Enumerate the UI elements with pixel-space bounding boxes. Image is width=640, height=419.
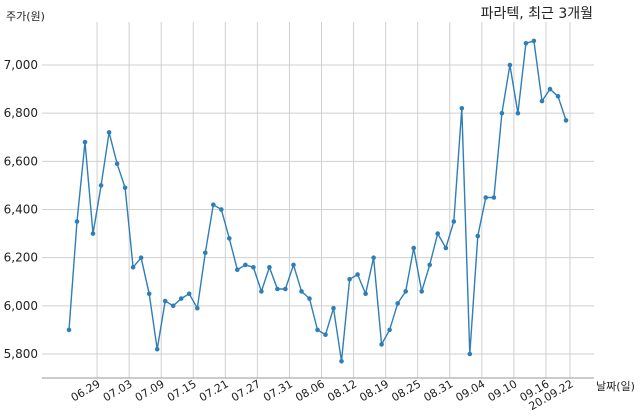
y-tick-label: 6,600 [4, 154, 38, 168]
data-point [459, 106, 465, 111]
data-point [523, 41, 529, 46]
x-tick-label: 07.27 [229, 377, 263, 404]
x-tick-label: 08.31 [421, 377, 455, 404]
x-tick-label: 07.09 [133, 377, 167, 404]
data-point [90, 231, 96, 236]
data-point [371, 255, 376, 260]
data-point [138, 255, 144, 260]
y-tick-label: 6,800 [4, 106, 38, 120]
data-point [211, 202, 216, 207]
data-point [122, 185, 128, 191]
x-axis-label: 날짜(일) [596, 379, 635, 393]
data-point [219, 207, 224, 212]
y-tick-label: 6,000 [4, 299, 38, 313]
data-point [178, 296, 184, 301]
data-point [443, 245, 449, 251]
data-point [323, 332, 328, 338]
data-point [251, 265, 256, 270]
series-line [68, 39, 567, 362]
data-point [170, 303, 176, 309]
data-point [467, 351, 473, 357]
data-point [555, 94, 561, 99]
data-point [227, 236, 232, 241]
y-tick-label: 7,000 [4, 58, 38, 72]
data-point [331, 305, 336, 311]
data-point [291, 262, 296, 268]
data-point [154, 346, 160, 352]
data-point [195, 305, 200, 311]
y-axis-label: 주가(원) [6, 10, 45, 23]
data-point [186, 291, 192, 297]
data-point [98, 183, 104, 188]
data-point [347, 277, 352, 282]
data-point [243, 262, 248, 268]
data-point [66, 327, 72, 333]
x-tick-label: 09.04 [454, 377, 488, 404]
grid [42, 22, 594, 378]
data-point [531, 38, 537, 44]
y-tick-label: 6,400 [4, 203, 38, 217]
data-point [427, 262, 433, 268]
x-tick-label: 07.31 [261, 377, 295, 404]
x-axis: 06.2907.0307.0907.1507.2107.2707.3108.06… [69, 377, 576, 413]
data-point [146, 291, 152, 297]
data-point [435, 231, 441, 236]
data-point [483, 195, 489, 200]
data-point [162, 298, 168, 304]
data-point [235, 267, 240, 273]
data-point [114, 161, 120, 166]
data-point [515, 110, 521, 116]
y-axis: 5,800 6,000 6,200 6,400 6,600 6,800 7,000 [4, 58, 38, 361]
x-tick-label: 07.15 [165, 377, 199, 404]
data-point [339, 358, 344, 364]
data-point [475, 233, 481, 239]
data-point [315, 327, 320, 333]
data-point [307, 296, 312, 301]
chart-title: 파라텍, 최근 3개월 [481, 6, 593, 22]
x-tick-label: 09.10 [486, 377, 520, 404]
data-point [283, 286, 288, 292]
x-tick-label: 07.21 [197, 377, 231, 404]
data-point [451, 219, 457, 224]
data-point [259, 289, 264, 294]
data-point [419, 289, 425, 294]
x-tick-label: 08.12 [325, 377, 359, 404]
data-point [275, 286, 280, 292]
data-point [411, 245, 417, 251]
data-point [299, 289, 304, 294]
data-point [74, 219, 80, 224]
x-tick-label: 08.19 [357, 377, 391, 404]
data-point [539, 98, 545, 104]
y-tick-label: 6,200 [4, 251, 38, 265]
data-point [547, 86, 553, 92]
x-tick-label: 07.03 [101, 377, 135, 404]
data-point [403, 289, 409, 294]
data-point [387, 327, 392, 333]
y-tick-label: 5,800 [4, 347, 38, 361]
data-point [267, 265, 272, 270]
data-point [355, 272, 360, 277]
x-tick-label: 08.06 [293, 377, 327, 404]
data-point [379, 342, 384, 347]
x-tick-label: 06.29 [69, 377, 103, 404]
data-point [82, 139, 88, 145]
data-point [203, 250, 208, 256]
price-series [66, 38, 569, 364]
data-point [106, 130, 112, 135]
data-point [395, 301, 401, 306]
data-point [363, 291, 368, 297]
data-point [563, 118, 569, 123]
data-point [507, 62, 513, 68]
data-point [499, 110, 505, 116]
data-point [130, 265, 136, 270]
x-tick-label: 08.25 [389, 377, 423, 404]
data-point [491, 195, 497, 200]
